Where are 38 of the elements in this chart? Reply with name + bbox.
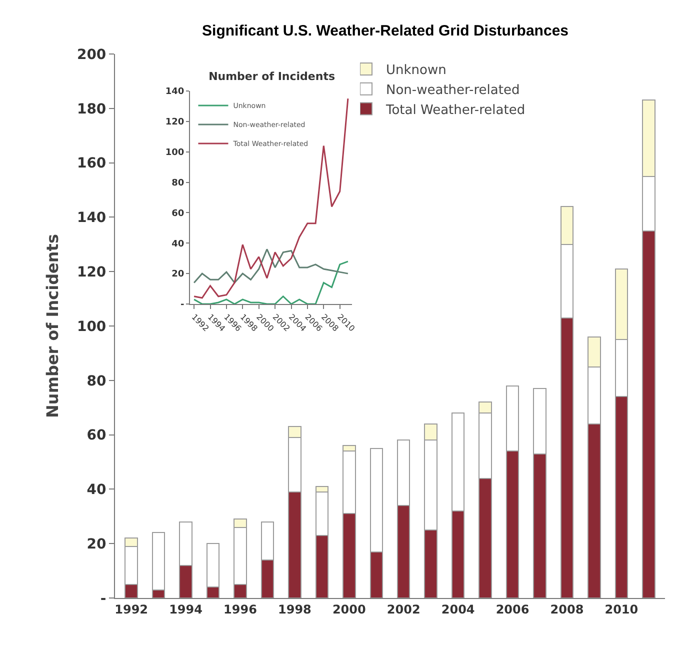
y-tick-label: 80: [172, 178, 184, 188]
y-tick-label: 60: [172, 208, 184, 219]
y-tick-label: 80: [86, 373, 106, 390]
x-tick-label: 1998: [278, 602, 312, 616]
x-tick-label: 1992: [114, 602, 148, 616]
x-tick-label: 1996: [224, 602, 257, 616]
y-tick-label: -: [180, 300, 184, 310]
x-tick-label: 1994: [169, 602, 202, 616]
y-tick-label: 100: [76, 318, 106, 335]
y-tick-label: 160: [76, 156, 106, 172]
x-tick-label: 2008: [550, 602, 584, 616]
legend-label: Non-weather-related: [386, 82, 520, 98]
y-tick-label: 40: [172, 239, 184, 250]
y-tick-label: 120: [76, 264, 106, 280]
y-tick-label: 20: [86, 536, 106, 552]
y-axis-title: Number of Incidents: [42, 234, 62, 418]
y-tick-label: 20: [172, 270, 184, 280]
y-tick-label: -: [100, 590, 106, 607]
y-tick-label: 40: [86, 482, 106, 498]
y-tick-label: 200: [76, 46, 106, 63]
chart-title: Number of Incidents: [208, 70, 336, 83]
x-tick-label: 2002: [386, 602, 420, 616]
x-tick-label: 2006: [496, 602, 530, 616]
y-tick-label: 140: [76, 210, 106, 226]
y-tick-label: 100: [165, 148, 184, 158]
legend-label: Total Weather-related: [385, 102, 526, 118]
legend-label: Unknown: [386, 63, 446, 78]
line-series: [193, 248, 349, 284]
x-tick-label: 2000: [332, 602, 366, 616]
y-tick-label: 180: [76, 101, 106, 118]
line-series: [193, 260, 349, 304]
x-tick-label: 2010: [604, 602, 638, 616]
y-tick-label: 120: [165, 118, 184, 128]
chart-title: Significant U.S. Weather-Related Grid Disturbances: [202, 22, 569, 40]
y-tick-label: 60: [86, 428, 106, 444]
x-tick-label: 2004: [441, 602, 475, 616]
y-tick-label: 140: [165, 87, 184, 98]
line-series: [193, 98, 349, 299]
